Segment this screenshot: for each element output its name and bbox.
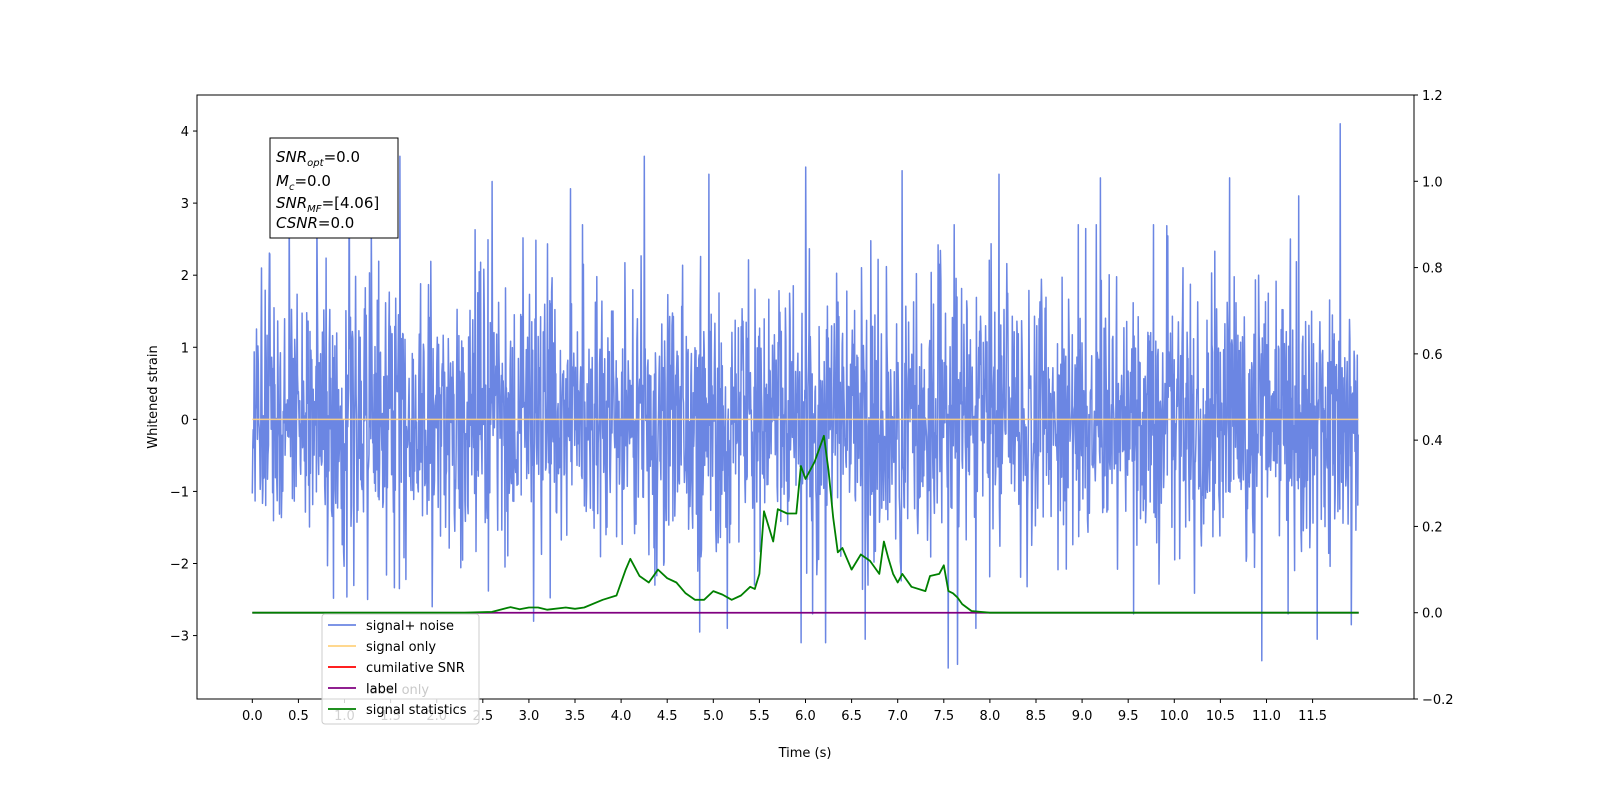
annotation-frame [269,137,399,239]
x-tick-label-14: 7.0 [887,709,908,724]
y-tick-label-3: 0 [181,413,189,428]
x-tick-label-12: 6.0 [795,709,816,724]
y2-tick-label-3: 0.4 [1422,434,1443,449]
series-signal-noise [251,123,1359,669]
y2-tick-label-6: 1.0 [1422,175,1443,190]
y2-tick-label-4: 0.6 [1422,348,1443,363]
legend-label-2: cumilative SNR [366,661,465,676]
legend-label-4: signal statistics [366,703,467,718]
y-tick-label-1: −2 [170,557,189,572]
y-tick-label-2: −1 [170,485,189,500]
x-tick-label-18: 9.0 [1072,709,1093,724]
y-tick-label-4: 1 [181,341,189,356]
x-tick-label-20: 10.0 [1160,709,1189,724]
x-tick-label-17: 8.5 [1026,709,1047,724]
annotation-line-snr-opt: SNRopt=0.0 [276,148,360,169]
annotation-snr-mf-subscript: MF [307,204,322,215]
x-tick-label-9: 4.5 [657,709,678,724]
y2-tick-label-7: 1.2 [1422,89,1443,104]
legend-ghost-text: label only [366,683,429,698]
annotation-snr-mf-value: =[4.06] [322,194,380,212]
y2-tick-label-0: −0.2 [1422,693,1454,708]
legend-frame [321,613,480,725]
y-tick-label-5: 2 [181,269,189,284]
x-tick-label-1: 0.5 [288,709,309,724]
annotation-line-mc: Mc=0.0 [276,172,331,193]
y-tick-label-6: 3 [181,197,189,212]
x-tick-label-16: 8.0 [980,709,1001,724]
annotation-csnr-symbol: CSNR [276,214,318,232]
y-tick-label-7: 4 [181,125,189,140]
x-axis-label: Time (s) [778,746,832,761]
annotation-snr-opt-value: =0.0 [324,148,360,166]
x-tick-label-8: 4.0 [611,709,632,724]
legend-label-0: signal+ noise [366,619,454,634]
legend: label only signal+ noise signal only cumil… [321,613,480,725]
y2-tick-label-5: 0.8 [1422,262,1443,277]
x-tick-label-6: 3.0 [519,709,540,724]
annotation-line-csnr: CSNR=0.0 [276,214,354,232]
x-tick-label-15: 7.5 [933,709,954,724]
plot-area [251,123,1359,669]
y-tick-label-0: −3 [170,630,189,645]
y2-tick-label-2: 0.2 [1422,520,1443,535]
x-tick-label-19: 9.5 [1118,709,1139,724]
y2-tick-label-1: 0.0 [1422,607,1443,622]
annotation-box: SNRopt=0.0 Mc=0.0 SNRMF=[4.06] CSNR=0.0 [269,137,399,239]
y-axis-label: Whitened strain [146,345,161,448]
annotation-snr-mf-symbol: SNR [276,194,307,212]
annotation-mc-symbol: M [276,172,289,190]
x-tick-label-21: 10.5 [1206,709,1235,724]
x-tick-label-10: 5.0 [703,709,724,724]
annotation-mc-subscript: c [289,182,295,193]
annotation-snr-opt-symbol: SNR [276,148,307,166]
series-signal-statistics [252,434,1359,614]
legend-label-3: label [366,682,397,697]
x-tick-label-7: 3.5 [565,709,586,724]
annotation-csnr-value: =0.0 [318,214,354,232]
x-tick-label-11: 5.5 [749,709,770,724]
x-tick-label-13: 6.5 [841,709,862,724]
x-tick-label-22: 11.0 [1252,709,1281,724]
x-tick-label-23: 11.5 [1298,709,1327,724]
annotation-snr-opt-subscript: opt [307,158,324,169]
x-tick-label-0: 0.0 [242,709,263,724]
legend-label-1: signal only [366,640,436,655]
annotation-line-snr-mf: SNRMF=[4.06] [276,194,379,215]
axes: 0.00.51.01.52.02.53.03.54.04.55.05.56.06… [170,89,1454,724]
annotation-mc-value: =0.0 [294,172,330,190]
